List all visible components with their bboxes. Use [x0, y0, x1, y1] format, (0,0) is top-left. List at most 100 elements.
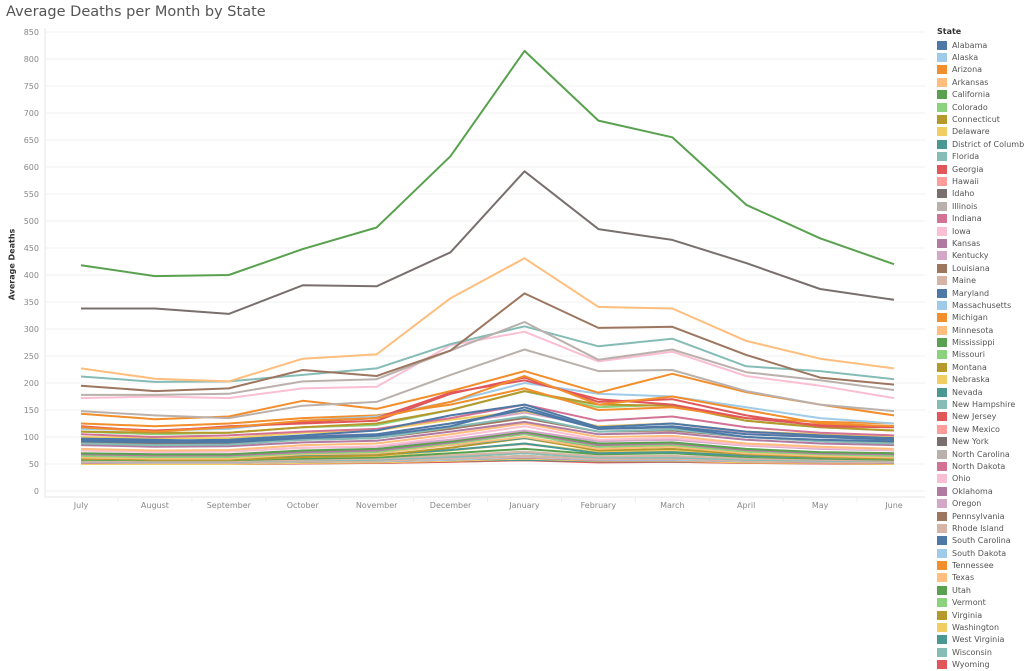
legend-item[interactable]: Massachusetts — [937, 299, 1024, 311]
legend-label: Alabama — [952, 40, 988, 50]
legend-label: Utah — [952, 585, 971, 595]
series-line-maryland[interactable] — [80, 403, 895, 442]
legend-item[interactable]: Maine — [937, 274, 1024, 286]
series-line-illinois[interactable] — [81, 321, 895, 396]
legend-item[interactable]: Louisiana — [937, 262, 1024, 274]
legend-item[interactable]: New Mexico — [937, 423, 1024, 435]
series-line-indiana[interactable] — [80, 403, 895, 438]
legend-item[interactable]: Arkansas — [937, 76, 1024, 88]
legend-item[interactable]: Kansas — [937, 237, 1024, 249]
legend-item[interactable]: Oklahoma — [937, 485, 1024, 497]
legend-item[interactable]: North Carolina — [937, 448, 1024, 460]
y-tick-label: 350 — [24, 298, 39, 307]
legend-item[interactable]: Kentucky — [937, 250, 1024, 262]
legend-item[interactable]: Mississippi — [937, 336, 1024, 348]
legend-item[interactable]: South Dakota — [937, 547, 1024, 559]
series-line-pennsylvania[interactable] — [80, 292, 895, 393]
legend-swatch — [937, 127, 947, 137]
legend-item[interactable]: Tennessee — [937, 559, 1024, 571]
legend-item[interactable]: Connecticut — [937, 113, 1024, 125]
y-tick-label: 800 — [24, 55, 39, 64]
legend-item[interactable]: Florida — [937, 151, 1024, 163]
y-tick-label: 400 — [24, 271, 39, 280]
legend-item[interactable]: Rhode Island — [937, 522, 1024, 534]
legend-label: Nevada — [952, 387, 983, 397]
series-line-connecticut[interactable] — [80, 437, 895, 461]
series-line-california[interactable] — [80, 49, 895, 278]
series-line-kansas[interactable] — [80, 431, 895, 457]
legend-item[interactable]: Vermont — [937, 597, 1024, 609]
legend-item[interactable]: Hawaii — [937, 175, 1024, 187]
series-lines — [80, 49, 895, 465]
series-line-oklahoma[interactable] — [80, 420, 895, 448]
series-line-south-carolina[interactable] — [80, 406, 895, 444]
legend-item[interactable]: Alabama — [937, 39, 1024, 51]
series-line-florida[interactable] — [80, 325, 895, 383]
series-line-massachusetts[interactable] — [80, 382, 895, 432]
legend-item[interactable]: Georgia — [937, 163, 1024, 175]
legend-item[interactable]: New Hampshire — [937, 398, 1024, 410]
legend-item[interactable]: North Dakota — [937, 460, 1024, 472]
legend-item[interactable]: District of Columbia — [937, 138, 1024, 150]
legend-swatch — [937, 499, 947, 509]
y-tick-label: 100 — [24, 433, 39, 442]
legend-swatch — [937, 338, 947, 348]
series-line-mississippi[interactable] — [80, 430, 895, 456]
series-line-arkansas[interactable] — [80, 436, 895, 460]
legend-label: Virginia — [952, 610, 983, 620]
legend-swatch — [937, 486, 947, 496]
legend-item[interactable]: Virginia — [937, 609, 1024, 621]
legend-label: South Carolina — [952, 536, 1011, 546]
legend-item[interactable]: South Carolina — [937, 535, 1024, 547]
legend-swatch — [937, 474, 947, 484]
y-tick-label: 250 — [24, 352, 39, 361]
legend-item[interactable]: New Jersey — [937, 411, 1024, 423]
legend-item[interactable]: Nevada — [937, 386, 1024, 398]
series-line-colorado[interactable] — [80, 433, 895, 458]
series-line-virginia[interactable] — [80, 390, 895, 434]
x-tick-label: October — [287, 501, 320, 510]
legend-label: Delaware — [952, 127, 990, 137]
series-line-new-york[interactable] — [81, 170, 895, 315]
legend-item[interactable]: Idaho — [937, 188, 1024, 200]
legend-item[interactable]: Alaska — [937, 51, 1024, 63]
series-line-rhode-island[interactable] — [80, 454, 895, 464]
series-line-north-carolina[interactable] — [80, 348, 895, 420]
legend-item[interactable]: Iowa — [937, 225, 1024, 237]
legend-item[interactable]: Michigan — [937, 312, 1024, 324]
legend-item[interactable]: New York — [937, 436, 1024, 448]
legend-item[interactable]: Oregon — [937, 497, 1024, 509]
legend-label: Tennessee — [952, 561, 994, 571]
y-tick-label: 150 — [24, 406, 39, 415]
legend-item[interactable]: Washington — [937, 621, 1024, 633]
legend-swatch — [937, 647, 947, 657]
legend-item[interactable]: Nebraska — [937, 374, 1024, 386]
legend-item[interactable]: Illinois — [937, 200, 1024, 212]
legend-item[interactable]: Pennsylvania — [937, 510, 1024, 522]
series-line-iowa[interactable] — [80, 425, 895, 454]
legend-item[interactable]: Wisconsin — [937, 646, 1024, 658]
legend-item[interactable]: Delaware — [937, 126, 1024, 138]
series-line-minnesota[interactable] — [80, 422, 895, 452]
series-line-texas[interactable] — [80, 257, 895, 383]
legend-item[interactable]: Utah — [937, 584, 1024, 596]
series-line-arizona[interactable] — [80, 375, 895, 433]
legend-item[interactable]: Ohio — [937, 473, 1024, 485]
legend-item[interactable]: Maryland — [937, 287, 1024, 299]
legend-item[interactable]: Wyoming — [937, 659, 1024, 671]
legend-swatch — [937, 573, 947, 583]
legend-swatch — [937, 214, 947, 224]
legend-item[interactable]: Missouri — [937, 349, 1024, 361]
legend-label: Indiana — [952, 214, 982, 224]
legend-item[interactable]: Colorado — [937, 101, 1024, 113]
legend-item[interactable]: Texas — [937, 572, 1024, 584]
legend-swatch — [937, 523, 947, 533]
series-line-ohio[interactable] — [80, 330, 895, 400]
legend-item[interactable]: Minnesota — [937, 324, 1024, 336]
series-line-maine[interactable] — [80, 450, 895, 463]
legend-item[interactable]: Arizona — [937, 64, 1024, 76]
legend-item[interactable]: California — [937, 89, 1024, 101]
legend-item[interactable]: Montana — [937, 361, 1024, 373]
legend-item[interactable]: Indiana — [937, 212, 1024, 224]
legend-item[interactable]: West Virginia — [937, 634, 1024, 646]
